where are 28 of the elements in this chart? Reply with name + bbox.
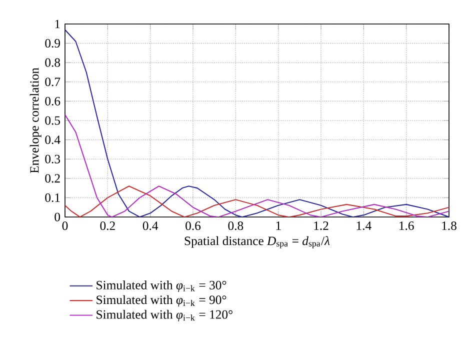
y-tick-label: 0.4	[45, 135, 60, 144]
y-axis-title: Envelope correlation	[30, 68, 42, 174]
y-tick-label: 0.6	[45, 96, 60, 106]
legend-label: Simulated with φ$_{i−k}$ = 30°	[96, 280, 226, 292]
legend-label: Simulated with φ$_{i−k}$ = 120°	[96, 310, 232, 322]
line-series	[65, 186, 449, 217]
x-tick-label: 0.4	[142, 221, 158, 230]
x-tick-label: 1.6	[400, 221, 414, 230]
y-tick-label: 0.5	[45, 116, 60, 125]
y-tick-label: 0.9	[45, 38, 60, 48]
x-tick-label: 1.2	[314, 221, 328, 230]
x-tick-label: 0.8	[228, 221, 244, 230]
x-tick-label: 1.8	[442, 221, 456, 230]
y-tick-label: 0.2	[45, 174, 60, 183]
line-series	[65, 29, 449, 217]
y-tick-label: 1	[55, 20, 60, 28]
y-tick-label: 0.7	[45, 78, 60, 86]
x-axis-title: Spatial distance D$_{spa}$ = d$_{spa}$/λ	[184, 236, 330, 248]
x-tick-label: 1.4	[356, 221, 372, 230]
legend-label: Simulated with φ$_{i−k}$ = 90°	[96, 295, 226, 307]
y-tick-label: 0.3	[45, 154, 60, 164]
y-tick-label: 0	[54, 212, 60, 222]
y-tick-label: 0.1	[45, 193, 60, 202]
x-tick-label: 0.6	[186, 221, 201, 230]
y-tick-label: 0.8	[45, 58, 60, 67]
x-tick-label: 0.2	[100, 221, 115, 230]
x-tick-label: 0	[62, 221, 68, 230]
x-tick-label: 1	[276, 221, 281, 230]
